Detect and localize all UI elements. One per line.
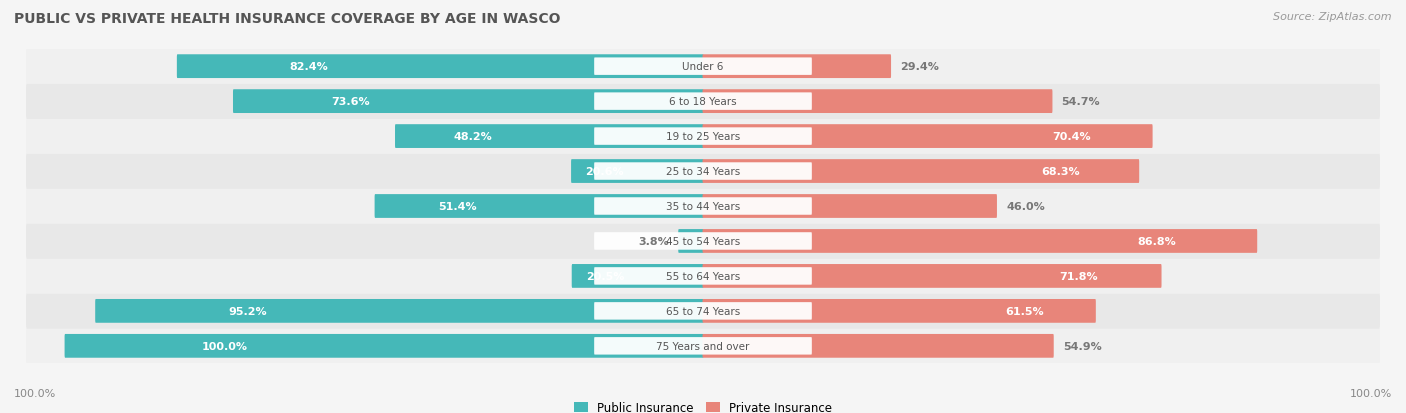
Text: 51.4%: 51.4% bbox=[437, 202, 477, 211]
Text: Under 6: Under 6 bbox=[682, 62, 724, 72]
Text: 19 to 25 Years: 19 to 25 Years bbox=[666, 132, 740, 142]
Text: 100.0%: 100.0% bbox=[201, 341, 247, 351]
Text: 82.4%: 82.4% bbox=[290, 62, 328, 72]
FancyBboxPatch shape bbox=[703, 230, 1257, 253]
FancyBboxPatch shape bbox=[703, 160, 1139, 183]
FancyBboxPatch shape bbox=[27, 189, 1379, 224]
FancyBboxPatch shape bbox=[678, 230, 703, 253]
FancyBboxPatch shape bbox=[595, 337, 811, 355]
Text: 70.4%: 70.4% bbox=[1052, 132, 1091, 142]
Text: 55 to 64 Years: 55 to 64 Years bbox=[666, 271, 740, 281]
FancyBboxPatch shape bbox=[27, 119, 1379, 154]
FancyBboxPatch shape bbox=[177, 55, 703, 79]
Text: 95.2%: 95.2% bbox=[228, 306, 267, 316]
Text: 68.3%: 68.3% bbox=[1040, 166, 1080, 177]
FancyBboxPatch shape bbox=[703, 55, 891, 79]
Text: 54.9%: 54.9% bbox=[1063, 341, 1101, 351]
FancyBboxPatch shape bbox=[703, 264, 1161, 288]
FancyBboxPatch shape bbox=[595, 198, 811, 215]
FancyBboxPatch shape bbox=[65, 334, 703, 358]
Text: 46.0%: 46.0% bbox=[1007, 202, 1045, 211]
Text: 73.6%: 73.6% bbox=[332, 97, 370, 107]
Text: 25 to 34 Years: 25 to 34 Years bbox=[666, 166, 740, 177]
FancyBboxPatch shape bbox=[703, 125, 1153, 149]
FancyBboxPatch shape bbox=[703, 299, 1095, 323]
Text: 65 to 74 Years: 65 to 74 Years bbox=[666, 306, 740, 316]
FancyBboxPatch shape bbox=[27, 84, 1379, 120]
Text: 71.8%: 71.8% bbox=[1059, 271, 1098, 281]
Text: 20.5%: 20.5% bbox=[586, 271, 624, 281]
FancyBboxPatch shape bbox=[27, 293, 1379, 329]
Text: 45 to 54 Years: 45 to 54 Years bbox=[666, 236, 740, 247]
FancyBboxPatch shape bbox=[27, 49, 1379, 85]
FancyBboxPatch shape bbox=[595, 163, 811, 180]
FancyBboxPatch shape bbox=[703, 90, 1053, 114]
FancyBboxPatch shape bbox=[572, 264, 703, 288]
Text: 35 to 44 Years: 35 to 44 Years bbox=[666, 202, 740, 211]
FancyBboxPatch shape bbox=[703, 195, 997, 218]
Text: 6 to 18 Years: 6 to 18 Years bbox=[669, 97, 737, 107]
FancyBboxPatch shape bbox=[571, 160, 703, 183]
FancyBboxPatch shape bbox=[27, 259, 1379, 294]
Text: 20.6%: 20.6% bbox=[585, 166, 624, 177]
FancyBboxPatch shape bbox=[374, 195, 703, 218]
FancyBboxPatch shape bbox=[395, 125, 703, 149]
Text: Source: ZipAtlas.com: Source: ZipAtlas.com bbox=[1274, 12, 1392, 22]
FancyBboxPatch shape bbox=[595, 233, 811, 250]
Text: 54.7%: 54.7% bbox=[1062, 97, 1099, 107]
FancyBboxPatch shape bbox=[595, 93, 811, 111]
FancyBboxPatch shape bbox=[595, 302, 811, 320]
Text: 29.4%: 29.4% bbox=[900, 62, 939, 72]
Text: 61.5%: 61.5% bbox=[1005, 306, 1045, 316]
Text: PUBLIC VS PRIVATE HEALTH INSURANCE COVERAGE BY AGE IN WASCO: PUBLIC VS PRIVATE HEALTH INSURANCE COVER… bbox=[14, 12, 561, 26]
FancyBboxPatch shape bbox=[595, 128, 811, 145]
Text: 75 Years and over: 75 Years and over bbox=[657, 341, 749, 351]
Text: 100.0%: 100.0% bbox=[14, 388, 56, 398]
FancyBboxPatch shape bbox=[595, 58, 811, 76]
FancyBboxPatch shape bbox=[27, 154, 1379, 190]
FancyBboxPatch shape bbox=[27, 328, 1379, 364]
Legend: Public Insurance, Private Insurance: Public Insurance, Private Insurance bbox=[574, 401, 832, 413]
Text: 48.2%: 48.2% bbox=[453, 132, 492, 142]
FancyBboxPatch shape bbox=[595, 268, 811, 285]
FancyBboxPatch shape bbox=[96, 299, 703, 323]
Text: 86.8%: 86.8% bbox=[1137, 236, 1177, 247]
Text: 100.0%: 100.0% bbox=[1350, 388, 1392, 398]
FancyBboxPatch shape bbox=[703, 334, 1053, 358]
FancyBboxPatch shape bbox=[27, 223, 1379, 259]
FancyBboxPatch shape bbox=[233, 90, 703, 114]
Text: 3.8%: 3.8% bbox=[638, 236, 669, 247]
